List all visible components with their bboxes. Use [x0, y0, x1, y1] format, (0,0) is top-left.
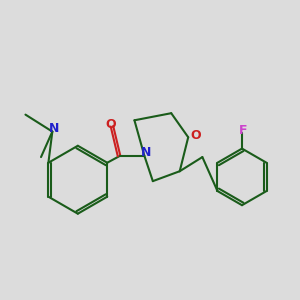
Text: N: N: [141, 146, 151, 159]
Text: O: O: [105, 118, 116, 131]
Text: O: O: [190, 129, 201, 142]
Text: N: N: [49, 122, 59, 135]
Text: F: F: [239, 124, 248, 137]
